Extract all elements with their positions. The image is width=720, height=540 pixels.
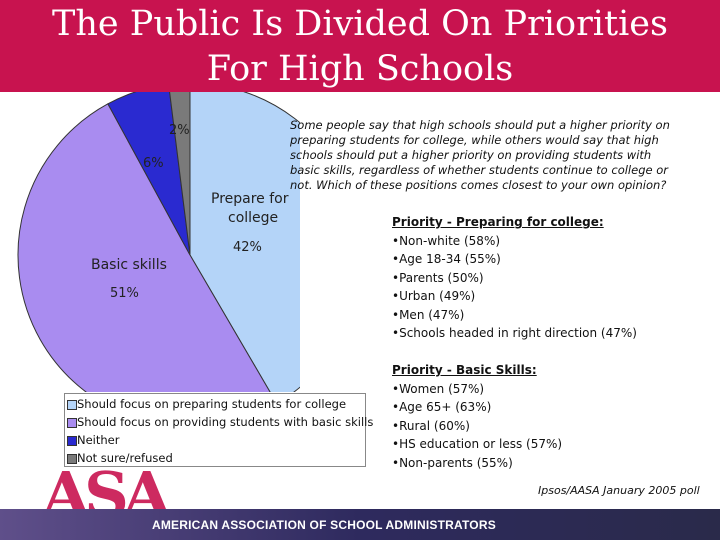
legend-label-basic: Should focus on providing students with … [77, 415, 374, 429]
legend-label-neither: Neither [77, 433, 120, 447]
basic-priority-item: •Women (57%) [392, 381, 485, 396]
slice-label-neither: 6% [143, 156, 164, 171]
footer-band [0, 509, 720, 540]
pie-slice-college [189, 92, 300, 392]
basic-priority-item: •Non-parents (55%) [392, 455, 513, 470]
survey-question: Some people say that high schools should… [290, 118, 670, 192]
pie-slice-not-sure [169, 92, 191, 256]
legend-label-college: Should focus on preparing students for c… [77, 397, 347, 411]
legend-swatch-college [67, 400, 77, 410]
legend-swatch-neither [67, 436, 77, 446]
slice-label-basic: 51% [110, 286, 139, 301]
legend-label-not-sure: Not sure/refused [77, 451, 173, 465]
college-priority-item: •Non-white (58%) [392, 233, 501, 248]
slice-label-prepare: 42% [233, 240, 262, 255]
college-priority-heading: Priority - Preparing for college: [392, 215, 604, 229]
legend-swatch-basic [67, 418, 77, 428]
basic-priority-item: •Age 65+ (63%) [392, 400, 492, 414]
basic-priority-item: •Rural (60%) [392, 418, 470, 433]
title-line-2: For High Schools [206, 49, 514, 89]
title-banner: The Public Is Divided On Priorities For … [0, 0, 720, 92]
slide-title: The Public Is Divided On Priorities For … [0, 2, 720, 92]
college-priority-item: •Parents (50%) [392, 270, 484, 285]
slice-name-prepare-line2: college [228, 210, 279, 226]
slice-name-prepare-line1: Prepare for [211, 191, 289, 207]
college-priority-block: Priority - Preparing for college: •Non-w… [392, 213, 637, 343]
basic-priority-heading: Priority - Basic Skills: [392, 363, 537, 377]
basic-priority-block: Priority - Basic Skills: •Women (57%) •A… [392, 361, 562, 472]
pie-slice-basic [17, 103, 271, 392]
basic-priority-item: •HS education or less (57%) [392, 437, 563, 451]
title-line-1: The Public Is Divided On Priorities [52, 4, 668, 44]
college-priority-item: •Urban (49%) [392, 289, 476, 303]
college-priority-item: •Schools headed in right direction (47%) [392, 326, 637, 340]
pie-slice-neither [107, 92, 191, 256]
slice-name-basic: Basic skills [91, 257, 167, 273]
source-note: Ipsos/AASA January 2005 poll [538, 484, 700, 497]
slice-label-not-sure: 2% [169, 123, 190, 138]
college-priority-item: •Age 18-34 (55%) [392, 252, 501, 266]
college-priority-item: •Men (47%) [392, 307, 465, 322]
legend-swatch-not-sure [67, 454, 77, 464]
chart-legend: Should focus on preparing students for c… [64, 393, 373, 467]
pie-chart [17, 92, 300, 392]
footer-organization-name: AMERICAN ASSOCIATION OF SCHOOL ADMINISTR… [152, 518, 496, 532]
